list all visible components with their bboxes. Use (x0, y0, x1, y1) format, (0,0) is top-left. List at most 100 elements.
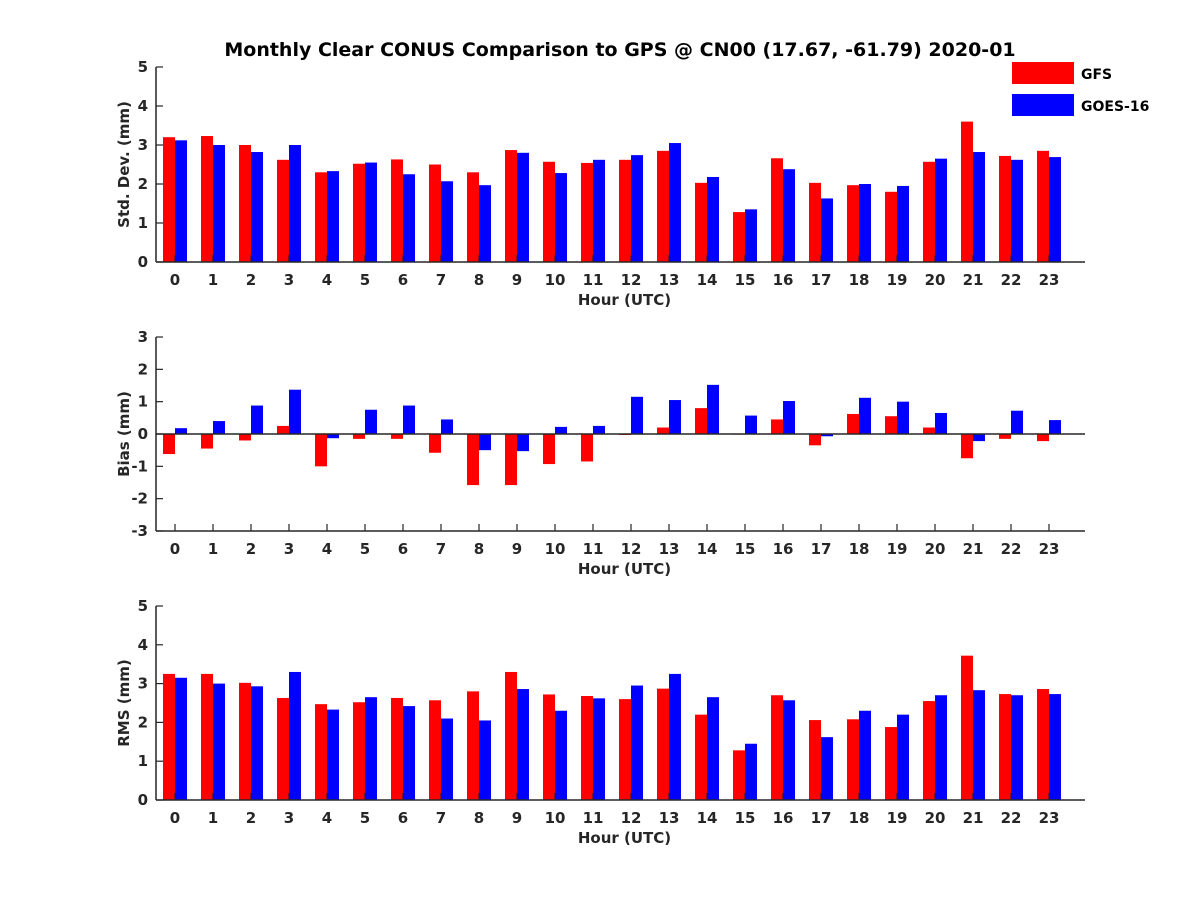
bar-gfs-hour-15 (733, 750, 745, 800)
x-tick-label: 21 (963, 809, 984, 827)
bar-goes16-hour-15 (745, 415, 757, 434)
bar-goes16-hour-8 (479, 434, 491, 451)
bar-goes16-hour-12 (631, 396, 643, 434)
bar-gfs-hour-6 (391, 697, 403, 800)
bar-goes16-hour-11 (593, 698, 605, 800)
bar-goes16-hour-5 (365, 697, 377, 800)
bar-gfs-hour-11 (581, 162, 593, 262)
x-axis-label: Hour (UTC) (578, 291, 671, 309)
bar-gfs-hour-11 (581, 434, 593, 462)
bar-goes16-hour-6 (403, 405, 415, 434)
x-tick-label: 16 (773, 271, 794, 289)
x-tick-label: 11 (583, 271, 604, 289)
y-tick-label: 1 (138, 214, 148, 232)
bar-goes16-hour-14 (707, 176, 719, 262)
bar-goes16-hour-21 (973, 690, 985, 800)
x-tick-label: 8 (474, 809, 484, 827)
bar-goes16-hour-20 (935, 158, 947, 262)
x-tick-label: 12 (621, 809, 642, 827)
y-tick-label: -2 (131, 490, 148, 508)
bar-gfs-hour-19 (885, 727, 897, 800)
y-tick-label: 0 (138, 253, 148, 271)
x-tick-label: 18 (849, 809, 870, 827)
y-tick-label: 3 (138, 328, 148, 346)
x-tick-label: 23 (1039, 540, 1060, 558)
x-tick-label: 8 (474, 540, 484, 558)
bar-goes16-hour-14 (707, 697, 719, 800)
bar-gfs-hour-18 (847, 413, 859, 434)
y-axis-label: Std. Dev. (mm) (115, 101, 133, 228)
x-tick-label: 20 (925, 271, 946, 289)
x-tick-label: 21 (963, 271, 984, 289)
bar-goes16-hour-23 (1049, 420, 1061, 434)
x-tick-label: 3 (284, 540, 294, 558)
bar-gfs-hour-5 (353, 702, 365, 800)
bar-gfs-hour-10 (543, 161, 555, 262)
x-tick-label: 9 (512, 540, 522, 558)
y-tick-label: 1 (138, 393, 148, 411)
x-tick-label: 6 (398, 540, 408, 558)
bar-goes16-hour-17 (821, 198, 833, 262)
bar-gfs-hour-7 (429, 700, 441, 800)
x-tick-label: 23 (1039, 809, 1060, 827)
x-tick-label: 15 (735, 271, 756, 289)
x-tick-label: 4 (322, 809, 332, 827)
bar-gfs-hour-9 (505, 434, 517, 486)
bar-goes16-hour-16 (783, 169, 795, 262)
bar-gfs-hour-23 (1037, 434, 1049, 442)
x-tick-label: 8 (474, 271, 484, 289)
bar-goes16-hour-22 (1011, 695, 1023, 800)
bar-gfs-hour-20 (923, 701, 935, 800)
bar-goes16-hour-23 (1049, 157, 1061, 262)
x-tick-label: 22 (1001, 809, 1022, 827)
bar-gfs-hour-22 (999, 694, 1011, 800)
bar-goes16-hour-2 (251, 152, 263, 262)
bar-goes16-hour-23 (1049, 694, 1061, 800)
bar-goes16-hour-20 (935, 695, 947, 800)
bar-goes16-hour-11 (593, 159, 605, 262)
x-tick-label: 19 (887, 540, 908, 558)
bar-goes16-hour-1 (213, 683, 225, 800)
x-tick-label: 16 (773, 809, 794, 827)
bar-gfs-hour-2 (239, 145, 251, 262)
bar-goes16-hour-16 (783, 700, 795, 800)
bar-goes16-hour-1 (213, 421, 225, 434)
bar-goes16-hour-4 (327, 709, 339, 800)
bar-goes16-hour-4 (327, 434, 339, 439)
x-tick-label: 13 (659, 809, 680, 827)
x-tick-label: 5 (360, 809, 370, 827)
legend-swatch-goes16 (1012, 94, 1074, 116)
bar-goes16-hour-22 (1011, 410, 1023, 434)
x-tick-label: 0 (170, 540, 180, 558)
y-tick-label: 5 (138, 58, 148, 76)
y-tick-label: 3 (138, 136, 148, 154)
x-tick-label: 14 (697, 540, 718, 558)
y-tick-label: 4 (138, 636, 148, 654)
x-tick-label: 12 (621, 540, 642, 558)
y-axis-label: Bias (mm) (115, 391, 133, 477)
bar-goes16-hour-18 (859, 184, 871, 262)
bar-goes16-hour-4 (327, 171, 339, 262)
bar-goes16-hour-12 (631, 685, 643, 800)
bar-gfs-hour-4 (315, 172, 327, 262)
bar-goes16-hour-21 (973, 434, 985, 442)
bar-gfs-hour-2 (239, 682, 251, 800)
bar-gfs-hour-20 (923, 427, 935, 434)
x-tick-label: 2 (246, 540, 256, 558)
bar-gfs-hour-17 (809, 720, 821, 800)
bar-gfs-hour-3 (277, 425, 289, 434)
bar-goes16-hour-15 (745, 743, 757, 800)
bar-gfs-hour-19 (885, 191, 897, 262)
chart-title: Monthly Clear CONUS Comparison to GPS @ … (224, 39, 1015, 61)
x-tick-label: 7 (436, 540, 446, 558)
x-tick-label: 20 (925, 540, 946, 558)
x-tick-label: 2 (246, 809, 256, 827)
x-tick-label: 10 (545, 271, 566, 289)
bar-gfs-hour-12 (619, 159, 631, 262)
bar-gfs-hour-0 (163, 673, 175, 800)
bar-gfs-hour-8 (467, 691, 479, 800)
